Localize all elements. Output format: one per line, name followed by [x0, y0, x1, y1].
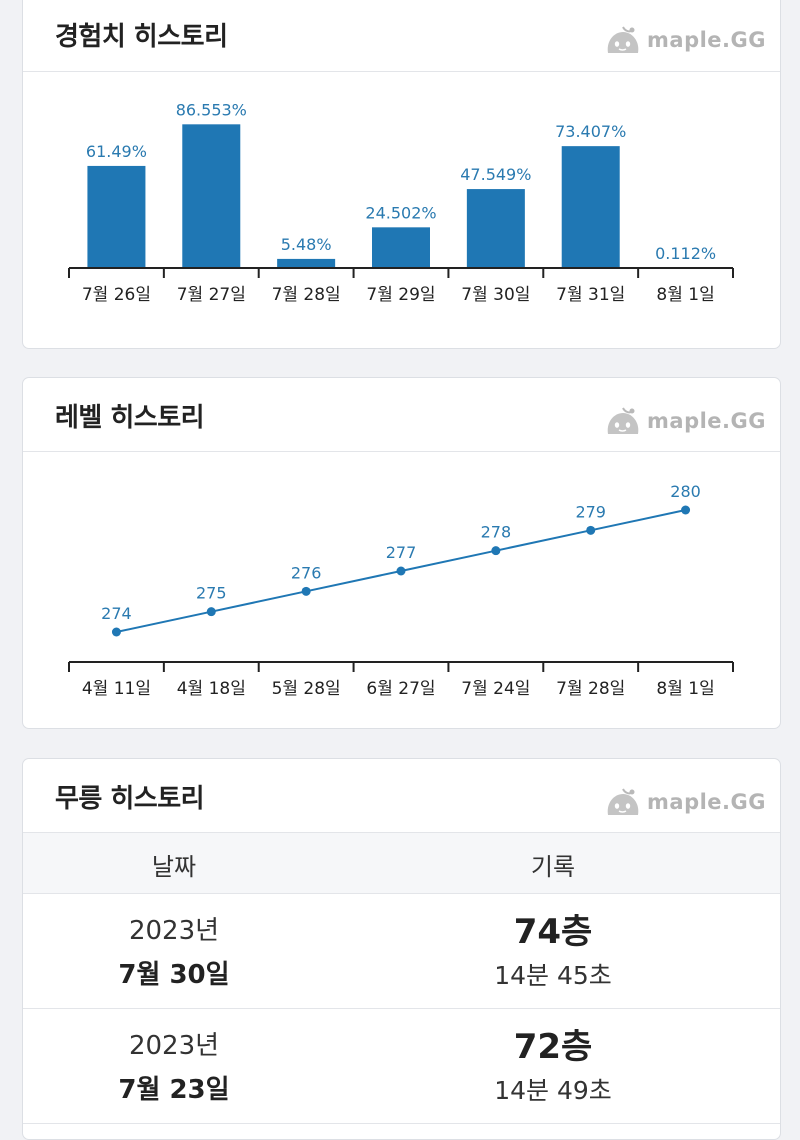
x-tick-label: 5월 28일 [272, 679, 341, 699]
exp-card-title: 경험치 히스토리 [55, 16, 228, 53]
mureung-card-title: 무릉 히스토리 [55, 778, 204, 815]
mureung-table-header: 날짜 기록 [23, 833, 780, 894]
x-tick-label: 8월 1일 [656, 285, 714, 305]
maplegg-logo: maple.GG [603, 404, 766, 438]
slime-mascot-icon [603, 404, 643, 438]
bar-value-label: 0.112% [655, 244, 716, 263]
record-column-header: 기록 [403, 847, 703, 882]
record-date: 7월 30일 [23, 954, 325, 991]
level-line-chart: 274 275 276 277 278 279 280 4월 11일 4월 18일 5월 28일 6… [23, 452, 780, 722]
mureung-history-card: 무릉 히스토리 maple.GG 날짜 기록 2023년 7월 30일 74층 … [22, 758, 781, 1140]
x-tick-label: 7월 29일 [366, 285, 435, 305]
slime-mascot-icon [603, 23, 643, 57]
bar [562, 146, 620, 268]
record-floor: 74층 [403, 904, 703, 953]
slime-mascot-icon [603, 785, 643, 819]
point-value-label: 275 [196, 584, 227, 603]
date-column-header: 날짜 [23, 847, 325, 882]
level-card-header: 레벨 히스토리 maple.GG [23, 378, 780, 452]
maplegg-logo: maple.GG [603, 785, 766, 819]
x-tick-label: 7월 28일 [556, 679, 625, 699]
exp-bar-chart: 61.49% 86.553% 5.48% 24.502% 47.549% 73.407% 0… [23, 72, 780, 342]
maplegg-logo: maple.GG [603, 23, 766, 57]
x-tick-label: 7월 26일 [82, 285, 151, 305]
logo-text: maple.GG [647, 28, 766, 52]
x-tick-label: 8월 1일 [656, 679, 714, 699]
logo-text: maple.GG [647, 409, 766, 433]
bar [372, 227, 430, 268]
mureung-card-header: 무릉 히스토리 maple.GG [23, 759, 780, 833]
bar-value-label: 47.549% [460, 165, 531, 184]
table-row: 2023년 7월 23일 72층 14분 49초 [23, 1009, 780, 1124]
data-point [586, 526, 595, 535]
record-time: 14분 49초 [403, 1071, 703, 1107]
x-tick-label: 7월 28일 [272, 285, 341, 305]
data-point [397, 567, 406, 576]
point-value-label: 276 [291, 563, 322, 582]
point-value-label: 280 [670, 482, 701, 501]
point-value-label: 278 [481, 523, 512, 542]
exp-history-card: 경험치 히스토리 maple.GG 61.49% 86.553% 5.48% 24.5… [22, 0, 781, 349]
point-value-label: 277 [386, 543, 417, 562]
logo-text: maple.GG [647, 790, 766, 814]
exp-card-header: 경험치 히스토리 maple.GG [23, 0, 780, 72]
x-tick-label: 7월 31일 [556, 285, 625, 305]
data-point [112, 628, 121, 637]
record-time: 14분 45초 [403, 956, 703, 992]
level-history-card: 레벨 히스토리 maple.GG 274 275 276 277 278 279 280 4월… [22, 377, 781, 729]
bar [277, 259, 335, 268]
level-chart: 274 275 276 277 278 279 280 4월 11일 4월 18일 5월 28일 6… [23, 452, 780, 726]
record-date: 7월 23일 [23, 1069, 325, 1106]
x-tick-label: 4월 11일 [82, 679, 151, 699]
level-card-title: 레벨 히스토리 [55, 397, 204, 434]
record-year: 2023년 [23, 1025, 325, 1062]
exp-chart: 61.49% 86.553% 5.48% 24.502% 47.549% 73.407% 0… [23, 72, 780, 346]
point-value-label: 274 [101, 604, 132, 623]
x-tick-label: 6월 27일 [366, 679, 435, 699]
data-point [207, 607, 216, 616]
x-tick-label: 4월 18일 [177, 679, 246, 699]
bar-value-label: 61.49% [86, 142, 147, 161]
bar-value-label: 24.502% [365, 203, 436, 222]
x-tick-label: 7월 30일 [461, 285, 530, 305]
bar [87, 166, 145, 268]
table-row: 2023년 7월 30일 74층 14분 45초 [23, 894, 780, 1009]
bar [182, 124, 240, 268]
bar-value-label: 5.48% [281, 235, 332, 254]
bar-value-label: 73.407% [555, 122, 626, 141]
x-tick-label: 7월 24일 [461, 679, 530, 699]
bar [467, 189, 525, 268]
x-tick-label: 7월 27일 [177, 285, 246, 305]
data-point [491, 546, 500, 555]
bar-value-label: 86.553% [176, 100, 247, 119]
point-value-label: 279 [575, 502, 606, 521]
data-point [302, 587, 311, 596]
data-point [681, 506, 690, 515]
record-year: 2023년 [23, 910, 325, 947]
record-floor: 72층 [403, 1019, 703, 1068]
